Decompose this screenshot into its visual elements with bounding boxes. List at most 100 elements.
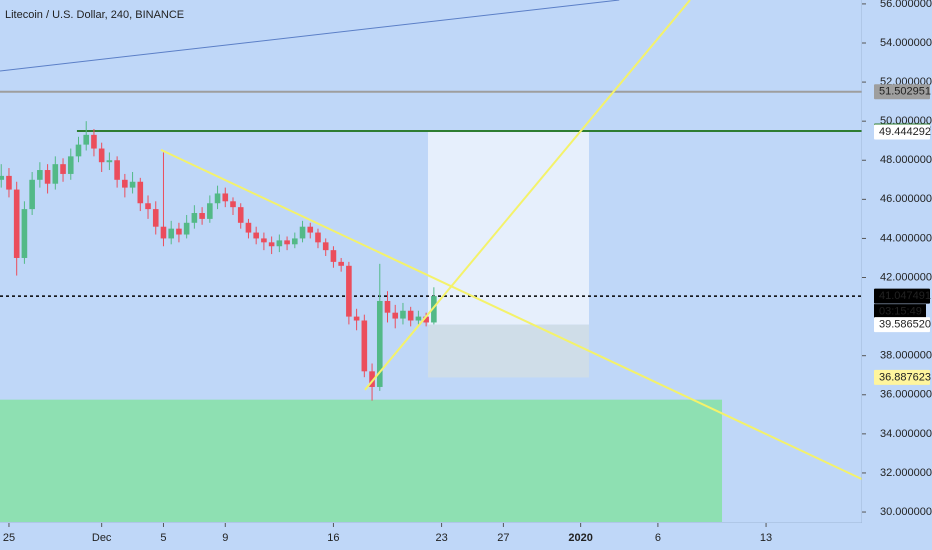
zone xyxy=(0,399,723,522)
candle-body xyxy=(415,316,422,321)
time-scale xyxy=(0,523,932,550)
candle-body xyxy=(122,179,128,188)
candle-body xyxy=(60,164,66,174)
price-label: 49.444292 xyxy=(879,126,931,138)
candle-body xyxy=(369,371,375,387)
y-tick-label: 44.000000 xyxy=(880,232,932,244)
y-tick-label: 56.000000 xyxy=(880,0,932,10)
candle-body xyxy=(152,209,159,227)
candle-body xyxy=(6,175,12,190)
candle-body xyxy=(114,160,120,180)
candle-body xyxy=(44,170,51,184)
candle-body xyxy=(237,207,244,223)
candle-body xyxy=(361,320,368,372)
zone xyxy=(427,324,589,378)
x-tick-label: 25 xyxy=(3,532,15,544)
candle-body xyxy=(222,193,229,202)
y-tick-label: 36.000000 xyxy=(880,389,932,401)
candle-body xyxy=(292,238,298,245)
y-tick-label: 42.000000 xyxy=(880,271,932,283)
price-label: 39.586520 xyxy=(879,319,931,331)
candle-body xyxy=(91,134,97,149)
candle-body xyxy=(106,160,113,163)
candle-body xyxy=(83,134,90,145)
candle-body xyxy=(137,181,144,204)
trend-line xyxy=(364,0,691,391)
candle-body xyxy=(199,213,205,219)
trend-line xyxy=(160,148,932,513)
candle-body xyxy=(315,232,321,243)
price-label-box xyxy=(874,288,930,304)
candle-body xyxy=(400,310,406,319)
y-tick-label: 30.000000 xyxy=(880,506,932,518)
price-label-box xyxy=(874,124,930,140)
x-tick-label: 23 xyxy=(435,532,447,544)
candle-body xyxy=(307,226,314,233)
candle-body xyxy=(13,189,20,258)
y-tick-label: 46.000000 xyxy=(880,193,932,205)
candle-body xyxy=(176,228,182,235)
price-label: 41.047491 xyxy=(879,290,931,302)
countdown: 03:15:49 xyxy=(879,306,922,318)
candle-body xyxy=(52,164,59,184)
candle-body xyxy=(230,201,236,208)
candle-body xyxy=(353,316,360,321)
x-tick-label: 9 xyxy=(222,532,228,544)
y-tick-label: 38.000000 xyxy=(880,350,932,362)
candle-body xyxy=(207,203,213,219)
candle-body xyxy=(75,144,82,157)
candle-body xyxy=(29,179,35,210)
candle-body xyxy=(284,240,290,245)
candle-body xyxy=(245,222,252,233)
candle-body xyxy=(322,242,329,251)
candle-body xyxy=(183,222,190,235)
candle-body xyxy=(423,316,429,323)
candle-body xyxy=(384,300,391,313)
y-tick-label: 32.000000 xyxy=(880,467,932,479)
candle-body xyxy=(37,170,43,180)
candle-body xyxy=(392,312,399,319)
candle-body xyxy=(145,203,151,210)
y-tick-label: 54.000000 xyxy=(880,37,932,49)
candle-body xyxy=(0,175,5,180)
x-tick-label: Dec xyxy=(92,532,112,544)
x-tick-label: 16 xyxy=(327,532,339,544)
candle-body xyxy=(67,156,74,174)
candle-body xyxy=(261,238,267,243)
candle-body xyxy=(214,193,221,204)
candle-body xyxy=(268,242,275,247)
x-tick-label: 5 xyxy=(160,532,166,544)
price-scale-bg xyxy=(863,523,932,550)
candle-body xyxy=(376,300,383,387)
candle-body xyxy=(21,209,28,258)
candle-body xyxy=(299,226,306,239)
candle-body xyxy=(338,261,344,266)
x-tick-label: 27 xyxy=(497,532,509,544)
price-label-box xyxy=(874,317,930,333)
trend-line xyxy=(0,0,620,72)
zone xyxy=(427,131,589,325)
chart-title: Litecoin / U.S. Dollar, 240, BINANCE xyxy=(5,9,184,21)
candle-body xyxy=(160,226,167,239)
price-label: 51.502951 xyxy=(879,86,931,98)
candle-body xyxy=(330,250,337,262)
candle-body xyxy=(276,240,283,247)
candle-body xyxy=(191,213,198,223)
candle-body xyxy=(407,310,414,321)
y-tick-label: 34.000000 xyxy=(880,428,932,440)
candle-body xyxy=(129,181,136,188)
x-tick-label: 2020 xyxy=(568,532,592,544)
x-tick-label: 13 xyxy=(760,532,772,544)
price-label: 36.887623 xyxy=(879,371,931,383)
price-label-box xyxy=(874,369,930,385)
candle-body xyxy=(168,228,174,239)
y-tick-label: 48.000000 xyxy=(880,154,932,166)
candle-body xyxy=(431,296,437,323)
candle-body xyxy=(346,265,352,317)
x-tick-label: 6 xyxy=(655,532,661,544)
price-label-box xyxy=(874,84,930,100)
countdown-box xyxy=(874,304,926,320)
candle-body xyxy=(98,148,105,163)
candle-body xyxy=(253,232,259,239)
